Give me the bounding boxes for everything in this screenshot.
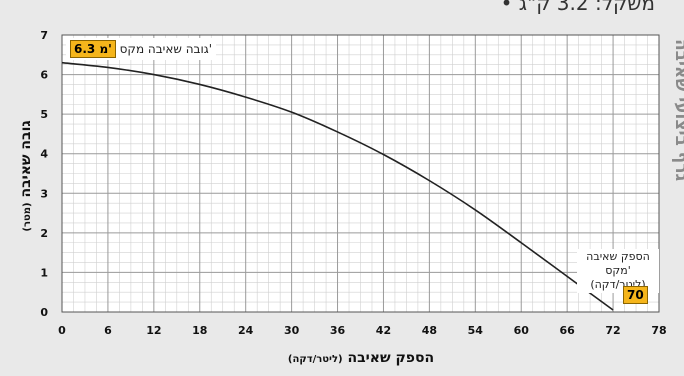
y-axis-title: גובה שאיבה (מטר) (18, 120, 34, 231)
x-axis-title-main: הספק שאיבה (347, 350, 434, 366)
x-tick-label: 78 (651, 324, 666, 337)
header-fragment: • משקל: 3.2 ק"ג (501, 0, 655, 15)
max-head-badge: 6.3 מ' (70, 40, 116, 58)
max-flow-annotation: הספק שאיבה מקס' (ליטר/דקה) (577, 249, 659, 293)
pump-curve-line (61, 61, 614, 311)
x-tick-label: 6 (104, 324, 112, 337)
max-flow-label-line1: הספק שאיבה מקס' (586, 250, 650, 277)
max-head-label: גובה שאיבה מקס' (119, 42, 213, 56)
x-tick-label: 42 (376, 324, 391, 337)
x-tick-label: 30 (284, 324, 300, 337)
x-tick-label: 60 (514, 324, 530, 337)
x-axis-title: הספק שאיבה (ליטר/דקה) (288, 350, 434, 366)
y-tick-labels: 0 1 2 3 4 5 6 7 (40, 29, 48, 319)
x-tick-label: 12 (146, 324, 161, 337)
y-tick-label: 5 (40, 108, 48, 121)
x-tick-label: 18 (192, 324, 207, 337)
x-tick-label: 72 (605, 324, 620, 337)
y-tick-label: 6 (40, 69, 48, 82)
y-axis-title-main: גובה שאיבה (18, 120, 34, 197)
x-tick-label: 36 (330, 324, 346, 337)
y-tick-label: 2 (40, 227, 48, 240)
max-head-annotation: 6.3 מ' גובה שאיבה מקס' (66, 38, 217, 60)
max-flow-badge: 70 (623, 286, 648, 304)
x-tick-label: 54 (468, 324, 484, 337)
x-tick-label: 48 (422, 324, 437, 337)
minor-grid (62, 35, 659, 312)
plot-frame (61, 34, 660, 313)
x-tick-labels: 0 6 12 18 24 30 36 42 48 54 60 66 72 78 (58, 324, 666, 337)
side-title: גרף ביצועי שאיבה (671, 39, 684, 181)
y-tick-label: 4 (40, 148, 48, 161)
x-tick-label: 24 (238, 324, 254, 337)
y-tick-label: 0 (40, 306, 48, 319)
x-tick-label: 0 (58, 324, 66, 337)
y-tick-label: 1 (40, 266, 48, 279)
x-axis-title-unit: (ליטר/דקה) (288, 354, 343, 365)
y-axis-title-unit: (מטר) (22, 202, 33, 231)
y-tick-label: 3 (40, 187, 48, 200)
y-tick-label: 7 (40, 29, 48, 42)
x-tick-label: 66 (559, 324, 575, 337)
